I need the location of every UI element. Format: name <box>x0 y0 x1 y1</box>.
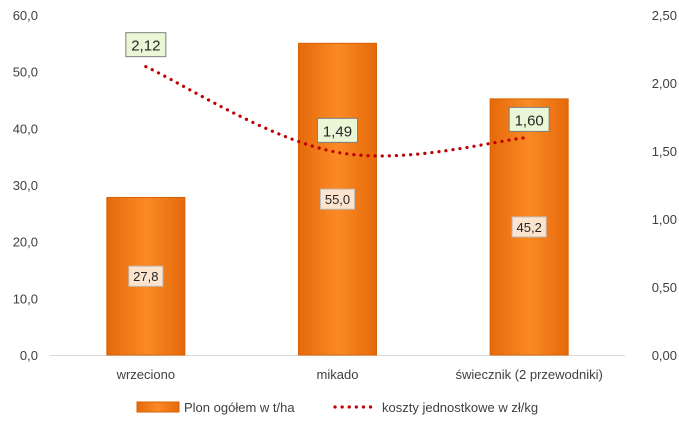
y-right-tick-label: 0,50 <box>652 280 677 295</box>
bar-label-box <box>128 265 164 287</box>
y-left-tick-label: 60,0 <box>13 8 38 23</box>
y-left-tick-label: 30,0 <box>13 178 38 193</box>
line-label-box <box>508 106 550 132</box>
legend-bar-swatch <box>136 401 180 413</box>
line-data-label: 1,49 <box>323 123 352 140</box>
y-left-tick-label: 0,0 <box>20 348 38 363</box>
bar-data-label: 27,8 <box>133 269 158 284</box>
legend: Plon ogółem w t/ha koszty jednostkowe w z… <box>136 400 538 415</box>
y-right-tick-label: 1,00 <box>652 212 677 227</box>
y-right-tick-label: 0,00 <box>652 348 677 363</box>
x-tick-label: wrzeciono <box>116 367 176 382</box>
y-left-tick-label: 20,0 <box>13 235 38 250</box>
line-label-box <box>317 117 358 143</box>
bar-data-label: 55,0 <box>325 192 350 207</box>
y-left-tick-label: 50,0 <box>13 65 38 80</box>
bar-data-label: 45,2 <box>517 220 542 235</box>
axes: 0,0 10,0 20,0 30,0 40,0 50,0 60,0 0,00 0,50 1,00 1… <box>13 8 677 382</box>
y-right-tick-label: 2,00 <box>652 76 677 91</box>
y-right-tick-label: 1,50 <box>652 144 677 159</box>
legend-line-label: koszty jednostkowe w zł/kg <box>382 400 538 415</box>
data-labels: 27,8 55,0 45,2 2,12 1,49 1,60 <box>125 32 550 287</box>
line-data-label: 2,12 <box>131 38 160 55</box>
y-right-tick-label: 2,50 <box>652 8 677 23</box>
x-tick-label: mikado <box>317 367 359 382</box>
y-left-tick-label: 40,0 <box>13 121 38 136</box>
bar-label-box <box>511 216 547 238</box>
line-data-label: 1,60 <box>515 112 544 129</box>
line-label-box <box>125 32 167 58</box>
legend-bar-label: Plon ogółem w t/ha <box>184 400 295 415</box>
y-left-tick-label: 10,0 <box>13 291 38 306</box>
bar-label-box <box>320 188 355 210</box>
x-tick-label: świecznik (2 przewodniki) <box>455 367 602 382</box>
